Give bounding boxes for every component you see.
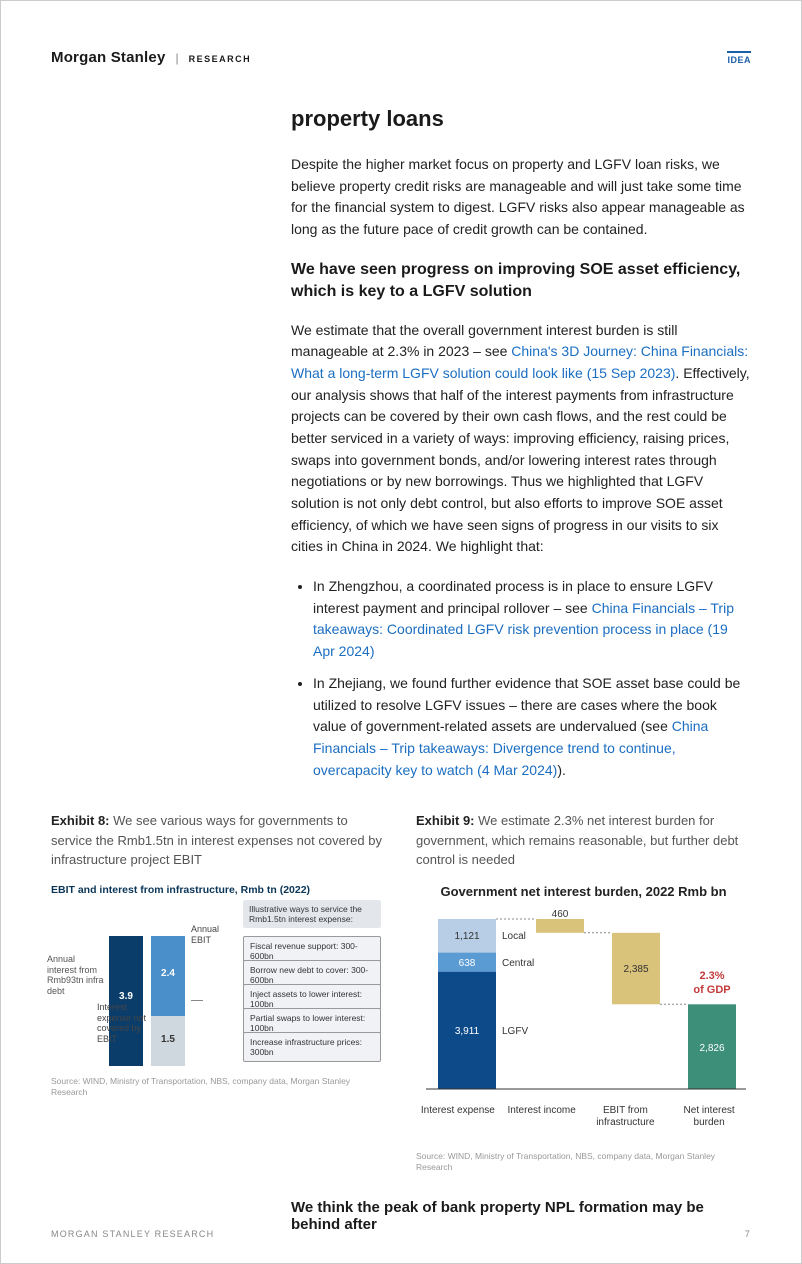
seg-value: 2,385 bbox=[623, 964, 648, 975]
exhibit-9: Exhibit 9: We estimate 2.3% net interest… bbox=[416, 811, 751, 1173]
bar-value: 3.9 bbox=[119, 991, 133, 1002]
bar-interest-income: 460 bbox=[536, 909, 584, 933]
list-item: In Zhejiang, we found further evidence t… bbox=[313, 673, 751, 781]
exhibit-source: Source: WIND, Ministry of Transportation… bbox=[51, 1076, 386, 1098]
pct-label: 2.3% bbox=[699, 970, 724, 982]
bar-segment-ebit: 2.4 bbox=[151, 936, 185, 1016]
list-item: In Zhengzhou, a coordinated process is i… bbox=[313, 576, 751, 663]
chart-8: EBIT and interest from infrastructure, R… bbox=[51, 884, 386, 1066]
brand-block: Morgan Stanley | RESEARCH bbox=[51, 49, 251, 66]
chart-title: EBIT and interest from infrastructure, R… bbox=[51, 884, 386, 896]
x-label: EBIT from infrastructure bbox=[584, 1105, 668, 1129]
x-label: Interest income bbox=[500, 1105, 584, 1129]
bullet-list: In Zhengzhou, a coordinated process is i… bbox=[313, 576, 751, 781]
ways-header-box: Illustrative ways to service the Rmb1.5t… bbox=[243, 900, 381, 928]
annot-gap: Interest expense not covered by EBIT bbox=[97, 1002, 147, 1045]
closing-subhead: We think the peak of bank property NPL f… bbox=[291, 1199, 751, 1233]
seg-value: 638 bbox=[459, 958, 476, 969]
exhibit-caption: Exhibit 9: We estimate 2.3% net interest… bbox=[416, 811, 751, 870]
exhibits-row: Exhibit 8: We see various ways for gover… bbox=[51, 811, 751, 1173]
body-text: . Effectively, our analysis shows that h… bbox=[291, 365, 750, 555]
seg-value: 2,826 bbox=[699, 1043, 724, 1054]
brand-name: Morgan Stanley bbox=[51, 49, 166, 66]
footer-brand: MORGAN STANLEY RESEARCH bbox=[51, 1229, 214, 1239]
bar-ebit-infra: 2,385 bbox=[612, 933, 660, 1005]
seg-value: 3,911 bbox=[455, 1026, 480, 1037]
bar-interest-expense: 1,121 638 3,911 Local Central LGFV bbox=[438, 919, 534, 1089]
ways-item: Increase infrastructure prices: 300bn bbox=[243, 1032, 381, 1062]
page-number: 7 bbox=[745, 1229, 751, 1239]
bar-value: 2.4 bbox=[161, 968, 175, 979]
seg-value: 460 bbox=[552, 909, 569, 920]
bar-annual-interest: 3.9 bbox=[109, 936, 143, 1066]
bar-value: 1.5 bbox=[161, 1034, 175, 1045]
exhibit-caption: Exhibit 8: We see various ways for gover… bbox=[51, 811, 386, 870]
x-label: Net interest burden bbox=[667, 1105, 751, 1129]
page-header: Morgan Stanley | RESEARCH IDEA bbox=[51, 49, 751, 66]
bar-net-burden: 2,826 2.3% of GDP bbox=[688, 970, 736, 1089]
brand-division: RESEARCH bbox=[189, 54, 252, 64]
exhibit-label: Exhibit 8: bbox=[51, 813, 110, 828]
section-subhead: We have seen progress on improving SOE a… bbox=[291, 259, 751, 304]
chart-9-svg: 1,121 638 3,911 Local Central LGFV 460 2… bbox=[416, 909, 746, 1099]
x-label: Interest expense bbox=[416, 1105, 500, 1129]
bar-segment-gap: 1.5 bbox=[151, 1016, 185, 1066]
exhibit-label: Exhibit 9: bbox=[416, 813, 475, 828]
chart-title: Government net interest burden, 2022 Rmb… bbox=[416, 884, 751, 899]
chart-y-label: Annual interest from Rmb93tn infra debt bbox=[47, 954, 107, 997]
main-content: property loans Despite the higher market… bbox=[291, 106, 751, 781]
seg-label: Central bbox=[502, 958, 534, 969]
chart-x-labels: Interest expense Interest income EBIT fr… bbox=[416, 1105, 751, 1129]
brand-divider: | bbox=[176, 51, 179, 65]
page-title: property loans bbox=[291, 106, 751, 132]
exhibit-source: Source: WIND, Ministry of Transportation… bbox=[416, 1151, 751, 1173]
leader-line bbox=[191, 1000, 203, 1001]
bar-ebit-gap: 2.4 1.5 bbox=[151, 936, 185, 1066]
seg-value: 1,121 bbox=[454, 931, 479, 942]
exhibit-8: Exhibit 8: We see various ways for gover… bbox=[51, 811, 386, 1173]
idea-badge: IDEA bbox=[727, 51, 751, 65]
pct-label: of GDP bbox=[693, 984, 730, 996]
seg-label: Local bbox=[502, 931, 526, 942]
body-paragraph: We estimate that the overall government … bbox=[291, 320, 751, 559]
annot-ebit: Annual EBIT bbox=[191, 924, 231, 946]
seg-label: LGFV bbox=[502, 1026, 528, 1037]
page-footer: MORGAN STANLEY RESEARCH 7 bbox=[51, 1229, 751, 1239]
bullet-tail: ). bbox=[557, 762, 566, 778]
intro-paragraph: Despite the higher market focus on prope… bbox=[291, 154, 751, 241]
